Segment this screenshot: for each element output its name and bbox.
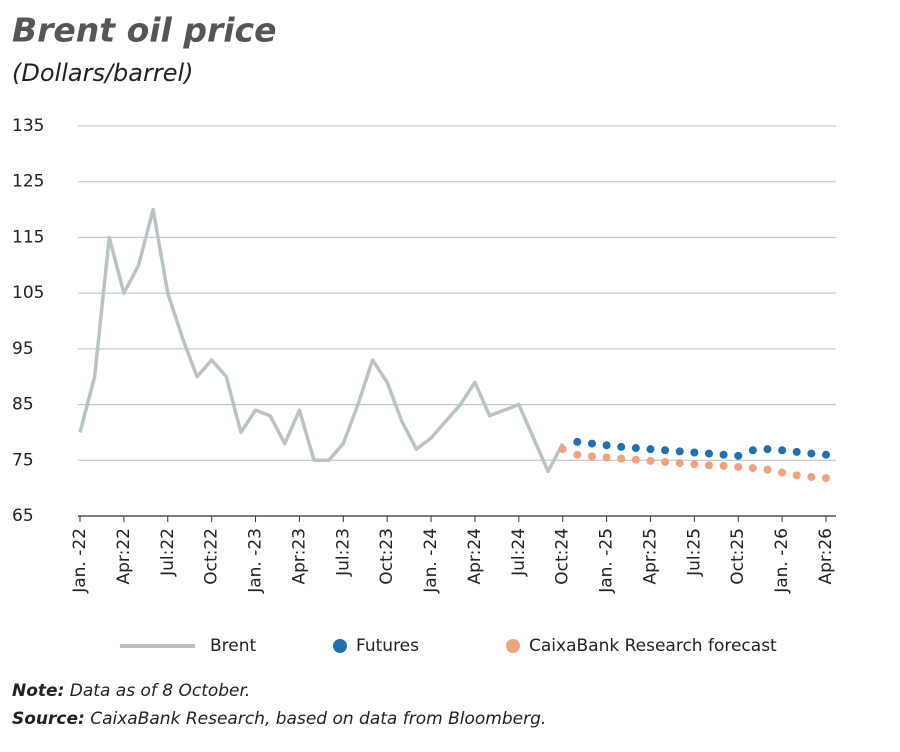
x-tick-label: Jul:24 <box>509 528 529 577</box>
dot <box>778 468 787 477</box>
dot <box>617 442 626 451</box>
dot <box>573 450 582 459</box>
x-tick-label: Jan. -25 <box>597 528 617 594</box>
dot <box>792 447 801 456</box>
note: Note: Data as of 8 October. <box>12 681 250 701</box>
y-tick-label: 135 <box>12 116 44 136</box>
x-tick-label: Jul:25 <box>684 528 704 577</box>
dot <box>661 446 670 455</box>
dot <box>602 453 611 462</box>
dot <box>631 455 640 464</box>
x-tick-label: Oct:23 <box>377 528 397 585</box>
note-text: Data as of 8 October. <box>70 681 251 701</box>
chart-subtitle: (Dollars/barrel) <box>12 59 194 87</box>
dot <box>792 471 801 480</box>
dot <box>719 461 728 470</box>
dot <box>661 457 670 466</box>
dot <box>587 439 596 448</box>
dot <box>675 459 684 468</box>
note-label: Note: <box>12 681 64 701</box>
dot <box>763 465 772 474</box>
dot <box>748 446 757 455</box>
legend-swatch <box>333 639 347 653</box>
dot <box>778 446 787 455</box>
x-tick-label: Apr:23 <box>289 528 309 584</box>
legend-label: Futures <box>356 636 419 656</box>
x-tick-label: Jul:23 <box>333 528 353 577</box>
x-tick-label: Oct:25 <box>728 528 748 585</box>
dot <box>704 449 713 458</box>
y-tick-label: 115 <box>12 227 44 247</box>
dot <box>763 445 772 454</box>
dot <box>646 445 655 454</box>
source-label: Source: <box>12 709 85 729</box>
dot <box>631 444 640 453</box>
y-tick-label: 85 <box>12 395 34 415</box>
dot <box>587 452 596 461</box>
x-tick-label: Jul:22 <box>158 528 178 577</box>
dot <box>734 462 743 471</box>
x-tick-label: Apr:24 <box>465 528 485 584</box>
y-tick-label: 75 <box>12 450 34 470</box>
dot <box>690 460 699 469</box>
x-tick-label: Apr:26 <box>816 528 836 584</box>
x-tick-label: Jan. -22 <box>70 528 90 594</box>
dot <box>675 447 684 456</box>
legend-label: CaixaBank Research forecast <box>529 636 777 656</box>
legend-label: Brent <box>210 636 257 656</box>
dot <box>719 450 728 459</box>
dot <box>690 448 699 457</box>
x-tick-label: Jan. -23 <box>246 528 266 594</box>
x-tick-label: Apr:22 <box>114 528 134 584</box>
dot <box>617 454 626 463</box>
source: Source: CaixaBank Research, based on dat… <box>12 709 546 729</box>
y-tick-label: 95 <box>12 339 34 359</box>
x-tick-label: Oct:24 <box>553 528 573 585</box>
chart-title: Brent oil price <box>12 11 277 50</box>
dot <box>822 474 830 483</box>
source-text: CaixaBank Research, based on data from B… <box>90 709 546 729</box>
dot <box>748 464 757 473</box>
y-tick-label: 65 <box>12 506 34 526</box>
legend-swatch <box>506 639 520 653</box>
x-tick-label: Apr:25 <box>640 528 660 584</box>
dot <box>704 461 713 470</box>
dot <box>573 437 582 446</box>
dot <box>822 450 830 459</box>
x-tick-label: Jan. -26 <box>772 528 792 594</box>
dot <box>734 451 743 460</box>
x-tick-label: Oct:22 <box>202 528 222 585</box>
y-tick-label: 125 <box>12 172 44 192</box>
dot <box>558 445 567 454</box>
dot <box>807 473 816 481</box>
brent-line <box>78 207 565 474</box>
y-tick-label: 105 <box>12 283 44 303</box>
x-tick-label: Jan. -24 <box>421 528 441 594</box>
dot <box>807 449 816 458</box>
dot <box>602 441 611 450</box>
dot <box>646 456 655 465</box>
